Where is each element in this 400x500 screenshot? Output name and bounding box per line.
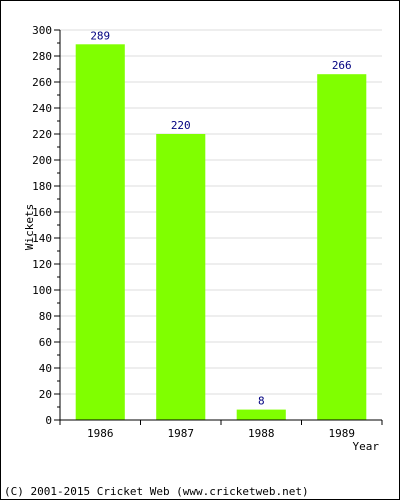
- x-axis-label: Year: [353, 440, 380, 453]
- y-tick-label: 260: [32, 76, 52, 89]
- bar: [317, 74, 367, 420]
- x-tick-label: 1987: [168, 427, 195, 440]
- copyright-footer: (C) 2001-2015 Cricket Web (www.cricketwe…: [4, 485, 309, 498]
- y-tick-label: 0: [45, 414, 52, 427]
- x-tick-label: 1986: [87, 427, 114, 440]
- y-axis-label: Wickets: [23, 204, 36, 250]
- x-tick-label: 1988: [248, 427, 275, 440]
- x-tick-label: 1989: [329, 427, 356, 440]
- y-tick-label: 280: [32, 50, 52, 63]
- y-tick-label: 200: [32, 154, 52, 167]
- bar: [236, 409, 286, 420]
- y-tick-label: 40: [39, 362, 52, 375]
- bar-value-label: 266: [332, 59, 352, 72]
- bar: [156, 134, 206, 420]
- y-tick-label: 160: [32, 206, 52, 219]
- bar-value-labels: 289 220 8 266: [90, 29, 351, 407]
- bar-value-label: 8: [258, 395, 265, 408]
- y-tick-label: 300: [32, 24, 52, 37]
- y-tick-label: 20: [39, 388, 52, 401]
- y-tick-label: 140: [32, 232, 52, 245]
- x-axis: 1986 1987 1988 1989: [59, 419, 383, 440]
- y-tick-label: 60: [39, 336, 52, 349]
- bar-value-label: 289: [90, 29, 110, 42]
- y-tick-label: 180: [32, 180, 52, 193]
- bar-value-label: 220: [171, 119, 191, 132]
- bars: [75, 44, 367, 421]
- bar: [75, 44, 125, 421]
- y-tick-label: 120: [32, 258, 52, 271]
- y-tick-label: 220: [32, 128, 52, 141]
- y-axis: 0 20 40 60 80 100 120 140 160 180 200 220 240 260 280 3…: [32, 24, 61, 427]
- y-tick-label: 240: [32, 102, 52, 115]
- y-tick-label: 80: [39, 310, 52, 323]
- y-tick-label: 100: [32, 284, 52, 297]
